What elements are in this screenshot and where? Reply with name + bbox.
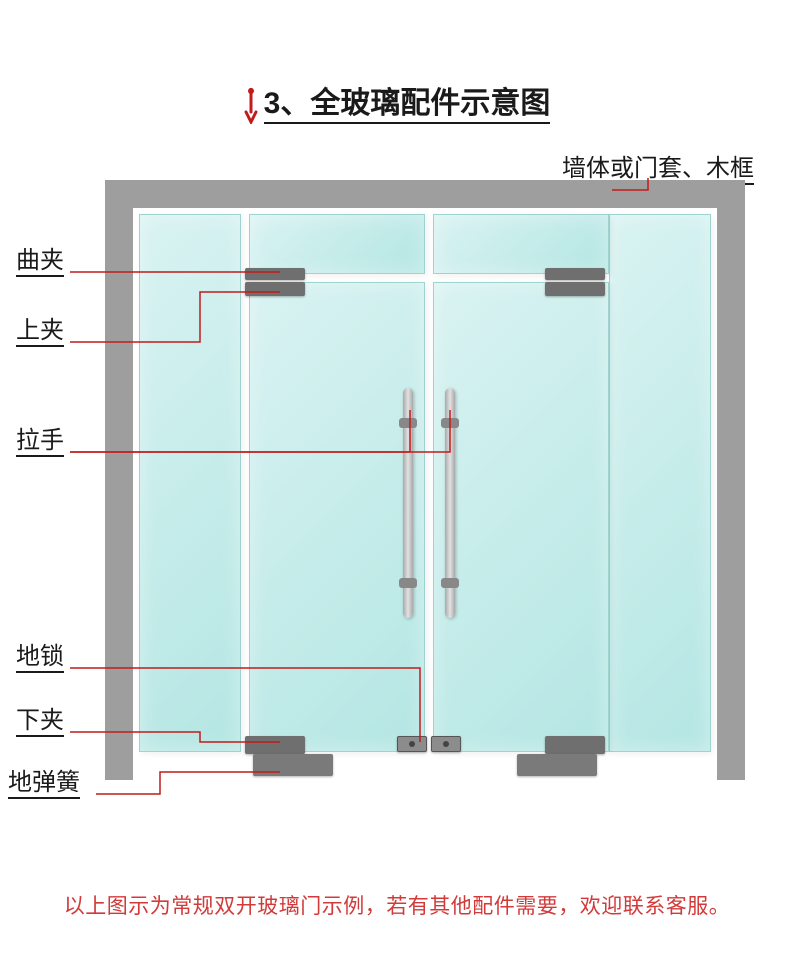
glass-fixed-left (139, 214, 241, 752)
label-lower-clip: 下夹 (16, 700, 64, 735)
glass-door-right (433, 282, 609, 752)
wall-frame (105, 180, 745, 780)
glass-fixed-right (609, 214, 711, 752)
glass-door-left (249, 282, 425, 752)
glass-transom-left (249, 214, 425, 274)
title-text: 3、全玻璃配件示意图 (264, 87, 551, 124)
floor-spring-right (517, 754, 597, 776)
label-curve-clip: 曲夹 (16, 240, 64, 275)
diagram-title: 3、全玻璃配件示意图 (0, 78, 794, 129)
handle-left (403, 388, 413, 618)
lower-clip-right (545, 736, 605, 754)
handle-right (445, 388, 455, 618)
floor-lock-left (397, 736, 427, 752)
upper-clip-right (545, 282, 605, 296)
lower-clip-left (245, 736, 305, 754)
label-handle: 拉手 (16, 420, 64, 455)
footer-note: 以上图示为常规双开玻璃门示例，若有其他配件需要，欢迎联系客服。 (0, 890, 794, 920)
down-arrow-icon (244, 88, 258, 129)
curve-clip-right (545, 268, 605, 280)
label-floor-lock: 地锁 (16, 636, 64, 671)
label-wall: 墙体或门套、木框 (562, 148, 754, 183)
glass-transom-right (433, 214, 609, 274)
floor-spring-left (253, 754, 333, 776)
opening (133, 208, 717, 780)
label-floor-spring: 地弹簧 (8, 762, 80, 797)
floor-lock-right (431, 736, 461, 752)
label-upper-clip: 上夹 (16, 310, 64, 345)
upper-clip-left (245, 282, 305, 296)
curve-clip-left (245, 268, 305, 280)
